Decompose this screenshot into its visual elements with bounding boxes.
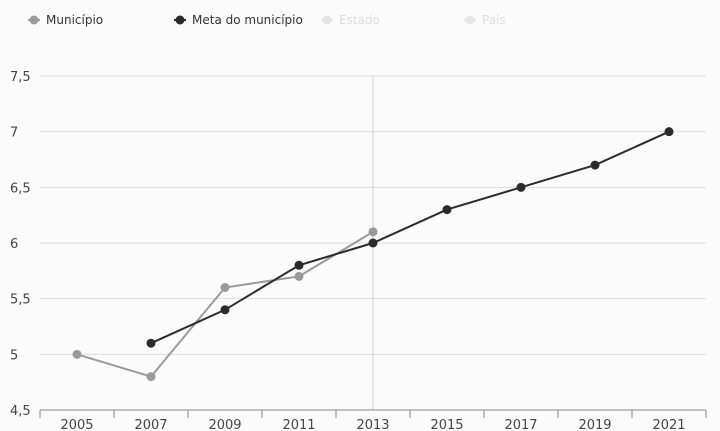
legend-item-pais[interactable]: País (464, 13, 506, 27)
data-point-municipio[interactable] (368, 227, 378, 237)
legend-label: País (482, 13, 506, 27)
legend: Município Meta do município Estado País (28, 13, 506, 27)
data-point-municipio[interactable] (294, 271, 304, 281)
x-axis-tick-labels: 2005 2007 2009 2011 2013 2015 2017 2019 2021 (60, 418, 685, 431)
x-tick-label: 2019 (578, 418, 611, 431)
data-point-municipio[interactable] (146, 372, 156, 382)
series-line-meta (150, 130, 670, 345)
data-point-meta[interactable] (590, 160, 600, 170)
y-tick-label: 7 (10, 126, 18, 141)
series-meta (146, 127, 674, 348)
data-point-municipio[interactable] (220, 283, 230, 293)
series-layer (72, 127, 674, 382)
x-tick-label: 2015 (430, 418, 463, 431)
circle-line-icon (28, 15, 40, 25)
x-tick-label: 2009 (208, 418, 241, 431)
circle-line-icon (464, 15, 476, 25)
data-point-meta[interactable] (664, 127, 674, 137)
y-tick-label: 4,5 (10, 404, 31, 419)
x-tick-label: 2017 (504, 418, 537, 431)
data-point-municipio[interactable] (72, 349, 82, 359)
y-tick-label: 7,5 (10, 70, 31, 85)
y-tick-label: 6,5 (10, 181, 31, 196)
legend-label: Município (46, 13, 103, 27)
data-point-meta[interactable] (368, 238, 378, 248)
data-point-meta[interactable] (294, 260, 304, 270)
legend-item-meta[interactable]: Meta do município (174, 13, 303, 27)
y-tick-label: 5,5 (10, 293, 31, 308)
legend-label: Estado (339, 13, 380, 27)
legend-item-municipio[interactable]: Município (28, 13, 103, 27)
legend-item-estado[interactable]: Estado (321, 13, 380, 27)
data-point-meta[interactable] (516, 182, 526, 192)
data-point-meta[interactable] (220, 305, 230, 315)
legend-label: Meta do município (192, 13, 303, 27)
series-line-municipio (76, 231, 374, 378)
circle-line-icon (174, 15, 186, 25)
y-tick-label: 6 (10, 237, 18, 252)
x-tick-label: 2011 (282, 418, 315, 431)
y-tick-label: 5 (10, 348, 18, 363)
data-point-meta[interactable] (146, 338, 156, 348)
data-point-meta[interactable] (442, 205, 452, 215)
x-tick-label: 2007 (134, 418, 167, 431)
circle-line-icon (321, 15, 333, 25)
x-tick-label: 2005 (60, 418, 93, 431)
series-municipio (72, 227, 378, 382)
x-tick-label: 2013 (356, 418, 389, 431)
x-tick-label: 2021 (652, 418, 685, 431)
y-axis-tick-labels: 4,5 5 5,5 6 6,5 7 7,5 (10, 70, 31, 419)
axes (39, 409, 707, 418)
